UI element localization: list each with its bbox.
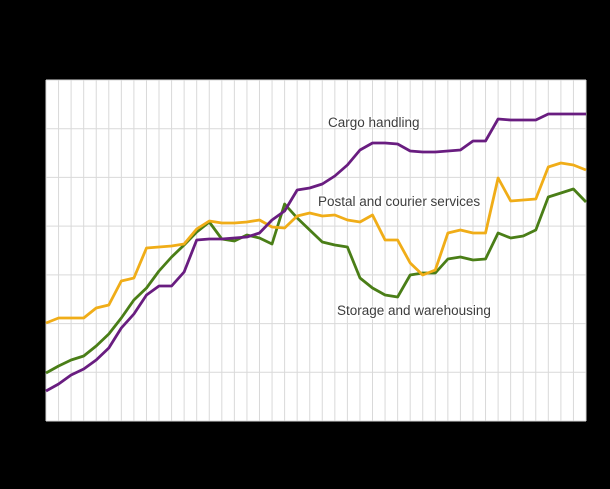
- postal-courier-series-label: Postal and courier services: [318, 194, 481, 209]
- storage-warehousing-series-label: Storage and warehousing: [337, 303, 491, 318]
- plot-area: [46, 80, 586, 421]
- gridlines: [45, 79, 587, 422]
- series-line-2: [45, 112, 586, 393]
- series-line-1: [45, 161, 587, 325]
- cargo-handling-series-label: Cargo handling: [328, 115, 420, 130]
- series-line-0: [45, 187, 588, 375]
